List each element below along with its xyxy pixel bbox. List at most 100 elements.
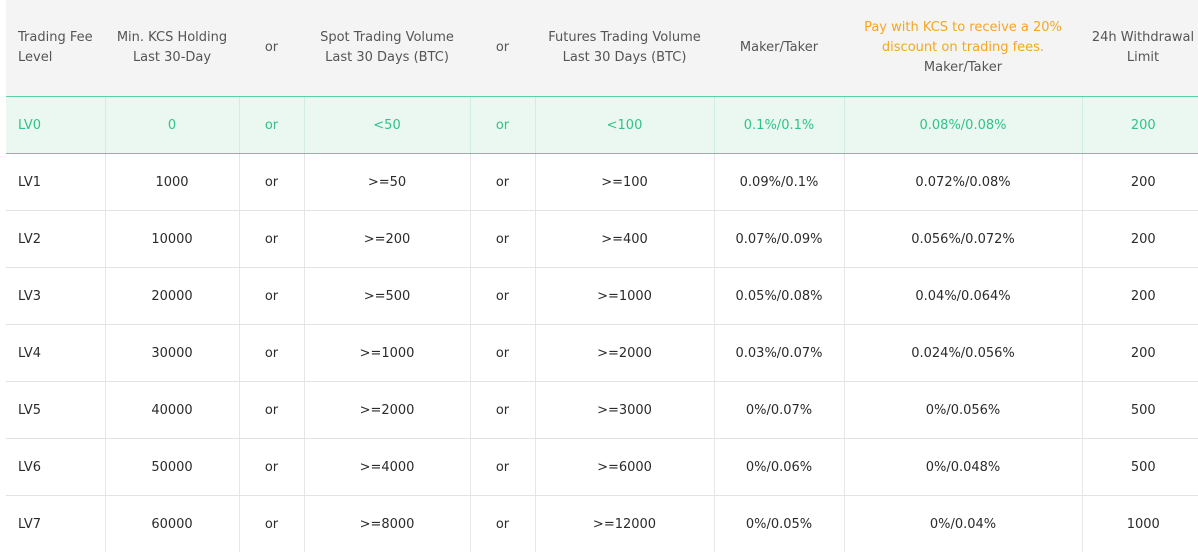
header-kcs-line2: Last 30-Day <box>133 50 211 65</box>
cell-kcs-holding: 0 <box>105 97 239 154</box>
cell-withdrawal-limit: 200 <box>1082 154 1198 211</box>
cell-spot-volume: >=4000 <box>304 439 470 496</box>
promo-maker-taker: Maker/Taker <box>924 60 1002 75</box>
header-maker-taker: Maker/Taker <box>714 0 844 97</box>
cell-or: or <box>470 211 535 268</box>
cell-level: LV6 <box>6 439 105 496</box>
cell-futures-volume: >=2000 <box>535 325 714 382</box>
cell-futures-volume: <100 <box>535 97 714 154</box>
cell-maker-taker: 0%/0.06% <box>714 439 844 496</box>
cell-spot-volume: >=500 <box>304 268 470 325</box>
header-futures-line2: Last 30 Days (BTC) <box>563 50 687 65</box>
cell-kcs-holding: 30000 <box>105 325 239 382</box>
cell-or: or <box>470 382 535 439</box>
cell-level: LV3 <box>6 268 105 325</box>
cell-kcs-maker-taker: 0.072%/0.08% <box>844 154 1082 211</box>
cell-kcs-maker-taker: 0%/0.056% <box>844 382 1082 439</box>
cell-kcs-holding: 1000 <box>105 154 239 211</box>
cell-or: or <box>470 325 535 382</box>
header-kcs-line1: Min. KCS Holding <box>117 30 227 45</box>
cell-kcs-maker-taker: 0%/0.04% <box>844 496 1082 552</box>
cell-or: or <box>239 382 304 439</box>
cell-or: or <box>239 496 304 552</box>
cell-spot-volume: <50 <box>304 97 470 154</box>
cell-withdrawal-limit: 200 <box>1082 325 1198 382</box>
header-kcs-discount: Pay with KCS to receive a 20% discount on… <box>844 0 1082 97</box>
cell-spot-volume: >=8000 <box>304 496 470 552</box>
cell-or: or <box>239 325 304 382</box>
cell-spot-volume: >=1000 <box>304 325 470 382</box>
cell-level: LV2 <box>6 211 105 268</box>
cell-futures-volume: >=400 <box>535 211 714 268</box>
cell-or: or <box>239 439 304 496</box>
cell-futures-volume: >=100 <box>535 154 714 211</box>
cell-withdrawal-limit: 200 <box>1082 211 1198 268</box>
cell-level: LV7 <box>6 496 105 552</box>
cell-spot-volume: >=2000 <box>304 382 470 439</box>
cell-withdrawal-limit: 1000 <box>1082 496 1198 552</box>
header-spot-line2: Last 30 Days (BTC) <box>325 50 449 65</box>
cell-maker-taker: 0.07%/0.09% <box>714 211 844 268</box>
header-kcs-holding: Min. KCS Holding Last 30-Day <box>105 0 239 97</box>
header-row: Trading Fee Level Min. KCS Holding Last 3… <box>6 0 1198 97</box>
cell-futures-volume: >=1000 <box>535 268 714 325</box>
cell-kcs-maker-taker: 0.056%/0.072% <box>844 211 1082 268</box>
cell-level: LV4 <box>6 325 105 382</box>
header-or: or <box>470 0 535 97</box>
cell-withdrawal-limit: 500 <box>1082 439 1198 496</box>
cell-or: or <box>470 97 535 154</box>
cell-or: or <box>470 496 535 552</box>
cell-maker-taker: 0.05%/0.08% <box>714 268 844 325</box>
header-futures-line1: Futures Trading Volume <box>548 30 700 45</box>
cell-kcs-holding: 50000 <box>105 439 239 496</box>
cell-kcs-holding: 60000 <box>105 496 239 552</box>
promo-line1: Pay with KCS to receive a 20% <box>864 20 1062 35</box>
cell-or: or <box>239 154 304 211</box>
cell-or: or <box>239 97 304 154</box>
cell-spot-volume: >=200 <box>304 211 470 268</box>
cell-maker-taker: 0.03%/0.07% <box>714 325 844 382</box>
header-spot-line1: Spot Trading Volume <box>320 30 454 45</box>
cell-or: or <box>470 154 535 211</box>
cell-withdrawal-limit: 200 <box>1082 268 1198 325</box>
cell-spot-volume: >=50 <box>304 154 470 211</box>
cell-kcs-holding: 20000 <box>105 268 239 325</box>
promo-line2: discount on trading fees. <box>882 40 1044 55</box>
fee-table: Trading Fee Level Min. KCS Holding Last 3… <box>6 0 1198 552</box>
cell-or: or <box>470 268 535 325</box>
cell-kcs-maker-taker: 0.08%/0.08% <box>844 97 1082 154</box>
cell-or: or <box>239 268 304 325</box>
cell-kcs-holding: 40000 <box>105 382 239 439</box>
cell-kcs-holding: 10000 <box>105 211 239 268</box>
cell-level: LV1 <box>6 154 105 211</box>
cell-maker-taker: 0%/0.07% <box>714 382 844 439</box>
cell-level: LV5 <box>6 382 105 439</box>
cell-futures-volume: >=3000 <box>535 382 714 439</box>
cell-or: or <box>470 439 535 496</box>
cell-kcs-maker-taker: 0%/0.048% <box>844 439 1082 496</box>
cell-or: or <box>239 211 304 268</box>
cell-futures-volume: >=6000 <box>535 439 714 496</box>
header-spot-volume: Spot Trading Volume Last 30 Days (BTC) <box>304 0 470 97</box>
cell-withdrawal-limit: 200 <box>1082 97 1198 154</box>
header-futures-volume: Futures Trading Volume Last 30 Days (BTC) <box>535 0 714 97</box>
cell-level: LV0 <box>6 97 105 154</box>
cell-kcs-maker-taker: 0.04%/0.064% <box>844 268 1082 325</box>
cell-kcs-maker-taker: 0.024%/0.056% <box>844 325 1082 382</box>
cell-maker-taker: 0%/0.05% <box>714 496 844 552</box>
header-or: or <box>239 0 304 97</box>
cell-futures-volume: >=12000 <box>535 496 714 552</box>
cell-maker-taker: 0.1%/0.1% <box>714 97 844 154</box>
cell-maker-taker: 0.09%/0.1% <box>714 154 844 211</box>
cell-withdrawal-limit: 500 <box>1082 382 1198 439</box>
header-withdrawal-limit: 24h Withdrawal Limit <box>1082 0 1198 97</box>
header-fee-level: Trading Fee Level <box>6 0 105 97</box>
